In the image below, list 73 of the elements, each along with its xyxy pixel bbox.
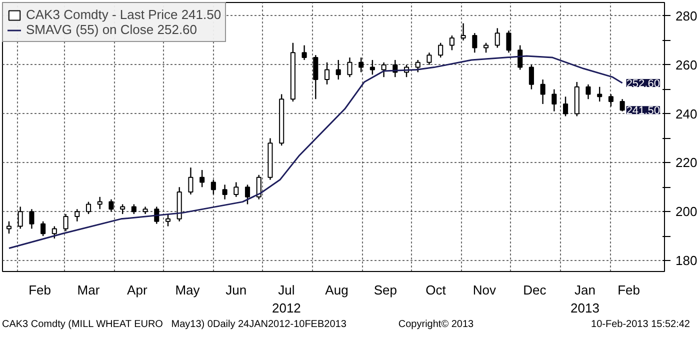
- candlestick: [506, 30, 512, 54]
- candlestick: [120, 204, 126, 215]
- candlestick: [40, 220, 46, 237]
- candlestick: [131, 204, 136, 215]
- x-tick-label: Sep: [374, 282, 397, 298]
- candlestick: [234, 182, 239, 198]
- candlestick: [86, 201, 92, 215]
- candlestick: [528, 64, 534, 90]
- line-series: [8, 55, 624, 250]
- x-tick-label: Jul 2012: [272, 282, 301, 316]
- candlestick: [608, 94, 614, 108]
- candlestick: [438, 42, 444, 58]
- candlestick: [324, 62, 330, 86]
- y-tick-label: 180: [676, 252, 698, 268]
- x-tick-label: Mar: [77, 282, 100, 298]
- text: 10-Feb-2013 15:52:42: [591, 318, 690, 332]
- legend-label: CAK3 Comdty - Last Price 241.50: [26, 7, 222, 22]
- candlestick: [620, 98, 625, 112]
- x-tick-label: Oct: [426, 282, 446, 298]
- candlestick: [63, 213, 68, 232]
- candlestick: [256, 174, 262, 200]
- text: CAK3 Comdty (MILL WHEAT EURO May13) 0Daily 24JAN2012-10FEB2013: [2, 318, 346, 332]
- candlestick: [6, 220, 12, 234]
- candlestick: [74, 208, 80, 222]
- candlestick: [518, 44, 523, 70]
- candlestick: [165, 213, 171, 227]
- candlestick: [313, 54, 318, 100]
- candlestick: [494, 28, 500, 48]
- candlestick: [154, 206, 160, 224]
- candlestick: [483, 42, 489, 54]
- candlestick: [460, 22, 466, 42]
- candlestick: [562, 96, 568, 117]
- x-tick-label: Aug: [325, 282, 348, 298]
- x-tick-label: Feb: [618, 282, 640, 298]
- candlestick: [597, 86, 602, 102]
- candlestick: [222, 184, 228, 200]
- x-tick-label: Feb: [28, 282, 52, 298]
- candlestick: [449, 34, 454, 51]
- x-tick-label: May: [175, 282, 200, 298]
- candlestick: [426, 52, 432, 66]
- candlestick: [108, 198, 114, 212]
- annotation: 252.60: [626, 78, 660, 90]
- candlestick: [552, 88, 557, 112]
- candlestick: [472, 32, 478, 54]
- candlestick: [188, 166, 194, 196]
- text: Copyright© 2013: [398, 318, 474, 332]
- y-tick-label: 260: [676, 57, 698, 72]
- y-tick-label: 280: [676, 8, 698, 24]
- candlestick: [381, 62, 386, 78]
- candlestick: [586, 84, 591, 100]
- candlestick: [52, 226, 57, 240]
- x-tick-label: Jun: [226, 282, 247, 298]
- candlestick: [200, 169, 205, 188]
- candlestick: [302, 44, 307, 61]
- candlestick: [540, 78, 546, 105]
- x-tick-label: Dec: [523, 282, 547, 298]
- x-tick-label: Nov: [472, 282, 496, 298]
- candlestick: [29, 208, 34, 230]
- y-tick-label: 220: [676, 155, 698, 170]
- candlestick: [415, 59, 420, 73]
- candlestick: [336, 59, 341, 80]
- y-tick-label: 240: [676, 106, 698, 122]
- candlestick: [210, 179, 216, 196]
- candlestick: [358, 56, 364, 73]
- candlestick: [18, 206, 23, 230]
- x-tick-label: Jan 2013: [570, 282, 600, 316]
- candlestick: [347, 56, 352, 78]
- candlestick: [244, 184, 250, 205]
- x-tick-label: Apr: [127, 282, 148, 298]
- candlestick: [97, 196, 102, 210]
- y-tick-label: 200: [676, 204, 698, 220]
- legend-label: SMAVG (55) on Close 252.60: [26, 22, 198, 37]
- candlestick: [370, 59, 375, 76]
